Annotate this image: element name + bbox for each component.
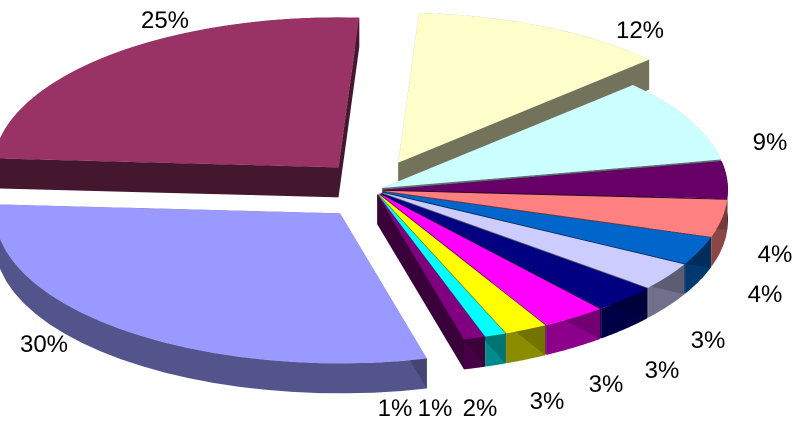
slice-label-6: 3%: [589, 371, 624, 398]
slice-label-5: 3%: [645, 357, 680, 384]
slice-label-2: 4%: [758, 241, 793, 268]
slice-label-12: 25%: [141, 7, 189, 34]
slice-label-11: 30%: [20, 331, 68, 358]
slice-label-9: 1%: [418, 395, 453, 422]
slice-label-4: 3%: [691, 327, 726, 354]
slice-12: [0, 17, 359, 167]
slice-label-0: 12%: [616, 17, 664, 44]
slice-label-1: 9%: [753, 129, 788, 156]
slice-label-10: 1%: [378, 395, 413, 422]
slice-label-3: 4%: [748, 281, 783, 308]
slice-label-7: 3%: [530, 388, 565, 415]
slice-label-8: 2%: [463, 395, 498, 422]
